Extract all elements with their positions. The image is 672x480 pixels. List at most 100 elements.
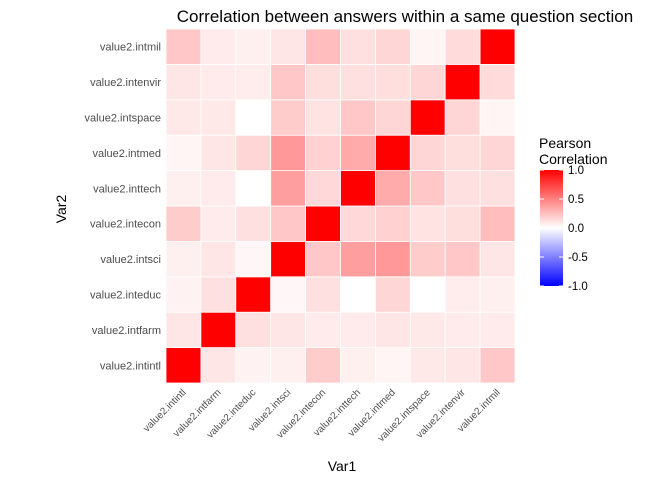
heatmap-cell-value2.intspace-value2.inttech [409, 170, 446, 207]
heatmap-cell-value2.intmil-value2.inteduc [479, 276, 516, 313]
heatmap-cell-value2.intspace-value2.inteduc [409, 276, 446, 313]
heatmap-cell-value2.intfarm-value2.intenvir [200, 64, 237, 101]
heatmap-cell-value2.intsci-value2.intecon [270, 205, 307, 242]
x-axis-tick-labels: value2.intintlvalue2.intfarmvalue2.inted… [141, 387, 502, 444]
heatmap-cell-value2.intintl-value2.intfarm [165, 311, 202, 349]
heatmap-cell-value2.intecon-value2.intspace [305, 99, 341, 136]
heatmap-cell-value2.inttech-value2.intecon [340, 205, 376, 242]
heatmap-cell-value2.intmed-value2.intenvir [374, 64, 411, 101]
heatmap-cell-value2.intfarm-value2.intintl [200, 347, 237, 384]
legend-break-label: -0.5 [568, 252, 588, 264]
heatmap-cell-value2.intspace-value2.intintl [409, 347, 446, 384]
heatmap-cell-value2.intmed-value2.intmed [374, 134, 411, 171]
heatmap-cell-value2.intfarm-value2.inttech [200, 170, 237, 207]
heatmap-cell-value2.intenvir-value2.intsci [444, 240, 481, 278]
chart-title: Correlation between answers within a sam… [177, 7, 633, 26]
legend-break-label: 0.0 [568, 223, 584, 235]
heatmap-cell-value2.intenvir-value2.intecon [444, 205, 481, 242]
heatmap-cell-value2.intmil-value2.intmed [479, 134, 516, 171]
heatmap-cell-value2.inteduc-value2.intenvir [235, 64, 272, 101]
heatmap-cell-value2.intfarm-value2.intfarm [200, 311, 237, 349]
heatmap-cell-value2.intsci-value2.intmed [270, 134, 307, 171]
y-tick-label: value2.intmed [93, 148, 162, 160]
heatmap-cell-value2.intfarm-value2.intmed [200, 134, 237, 171]
heatmap-cell-value2.inttech-value2.intspace [340, 99, 376, 136]
heatmap-cell-value2.intenvir-value2.intintl [444, 347, 481, 384]
heatmap-cell-value2.inttech-value2.intfarm [340, 311, 376, 349]
heatmap-cell-value2.intspace-value2.intsci [409, 240, 446, 278]
legend-color-bar [540, 170, 563, 286]
y-tick-label: value2.intsci [100, 254, 161, 266]
heatmap-cell-value2.intfarm-value2.inteduc [200, 276, 237, 313]
heatmap-cell-value2.inteduc-value2.inteduc [235, 276, 272, 313]
heatmap-cell-value2.intintl-value2.inteduc [165, 276, 202, 313]
heatmap-cell-value2.intmil-value2.intmil [479, 28, 516, 65]
y-axis-tick-labels: value2.intintl value2.intfarm value2.inted… [85, 42, 162, 373]
y-tick-label: value2.intecon [90, 219, 161, 231]
heatmap-cell-value2.intsci-value2.intsci [270, 240, 307, 278]
y-axis-title: Var2 [53, 195, 69, 224]
heatmap-cell-value2.inttech-value2.intintl [340, 347, 376, 384]
heatmap-cell-value2.intmil-value2.intfarm [479, 311, 516, 349]
heatmap-cell-value2.intenvir-value2.intenvir [444, 64, 481, 101]
heatmap-cell-value2.intmil-value2.intintl [479, 347, 516, 384]
heatmap-cell-value2.inteduc-value2.intintl [235, 347, 272, 384]
heatmap-cell-value2.intmil-value2.intenvir [479, 64, 516, 101]
x-axis-title: Var1 [328, 458, 357, 474]
heatmap-cell-value2.intfarm-value2.intspace [200, 99, 237, 136]
heatmap-cell-value2.intspace-value2.intmil [409, 28, 446, 65]
legend-break-label: 0.5 [568, 194, 584, 206]
heatmap-cell-value2.intintl-value2.inttech [165, 170, 202, 207]
y-tick-label: value2.intfarm [92, 325, 161, 337]
heatmap-cells [165, 28, 516, 384]
heatmap-cell-value2.intmil-value2.intspace [479, 99, 516, 136]
heatmap-cell-value2.inttech-value2.intsci [340, 240, 376, 278]
y-tick-label: value2.inteduc [90, 290, 161, 302]
heatmap-cell-value2.inteduc-value2.intecon [235, 205, 272, 242]
heatmap-cell-value2.intintl-value2.intenvir [165, 64, 202, 101]
heatmap-cell-value2.intmed-value2.intfarm [374, 311, 411, 349]
heatmap-cell-value2.inteduc-value2.intsci [235, 240, 272, 278]
heatmap-cell-value2.inttech-value2.intenvir [340, 64, 376, 101]
heatmap-cell-value2.inteduc-value2.intmed [235, 134, 272, 171]
heatmap-cell-value2.intintl-value2.intmil [165, 28, 202, 65]
heatmap-cell-value2.inteduc-value2.intfarm [235, 311, 272, 349]
heatmap-cell-value2.intecon-value2.inteduc [305, 276, 341, 313]
heatmap-cell-value2.intmed-value2.inteduc [374, 276, 411, 313]
heatmap-cell-value2.intenvir-value2.inttech [444, 170, 481, 207]
heatmap-cell-value2.intsci-value2.intspace [270, 99, 307, 136]
heatmap-cell-value2.intenvir-value2.intmed [444, 134, 481, 171]
y-tick-label: value2.intintl [100, 360, 161, 372]
heatmap-cell-value2.intspace-value2.intspace [409, 99, 446, 136]
heatmap-cell-value2.intspace-value2.intfarm [409, 311, 446, 349]
heatmap-cell-value2.intintl-value2.intmed [165, 134, 202, 171]
legend-ticks: 1.0 0.5 0.0 -0.5 -1.0 [540, 165, 588, 293]
heatmap-cell-value2.intecon-value2.intintl [305, 347, 341, 384]
heatmap-cell-value2.intintl-value2.intintl [165, 347, 202, 384]
heatmap-cell-value2.intmil-value2.intsci [479, 240, 516, 278]
heatmap-cell-value2.intspace-value2.intmed [409, 134, 446, 171]
y-tick-label: value2.intmil [100, 42, 161, 54]
heatmap-cell-value2.intmed-value2.intsci [374, 240, 411, 278]
heatmap-cell-value2.intfarm-value2.intecon [200, 205, 237, 242]
heatmap-cell-value2.intmil-value2.inttech [479, 170, 516, 207]
heatmap-cell-value2.intmil-value2.intecon [479, 205, 516, 242]
heatmap-cell-value2.intecon-value2.intfarm [305, 311, 341, 349]
heatmap-cell-value2.inteduc-value2.inttech [235, 170, 272, 207]
heatmap-cell-value2.intsci-value2.inteduc [270, 276, 307, 313]
heatmap-cell-value2.inttech-value2.inttech [340, 170, 376, 207]
heatmap-cell-value2.intenvir-value2.inteduc [444, 276, 481, 313]
heatmap-cell-value2.intsci-value2.inttech [270, 170, 307, 207]
y-tick-label: value2.intenvir [90, 77, 161, 89]
heatmap-cell-value2.intsci-value2.intenvir [270, 64, 307, 101]
heatmap-cell-value2.intmed-value2.intmil [374, 28, 411, 65]
heatmap-cell-value2.intsci-value2.intintl [270, 347, 307, 384]
heatmap-cell-value2.intecon-value2.inttech [305, 170, 341, 207]
heatmap-cell-value2.inteduc-value2.intspace [235, 99, 272, 136]
legend-title-line1: Pearson [539, 135, 591, 151]
y-tick-label: value2.intspace [85, 113, 161, 125]
heatmap-cell-value2.intecon-value2.intmed [305, 134, 341, 171]
heatmap-cell-value2.intecon-value2.intmil [305, 28, 341, 65]
heatmap-cell-value2.intecon-value2.intsci [305, 240, 341, 278]
heatmap-cell-value2.intspace-value2.intecon [409, 205, 446, 242]
